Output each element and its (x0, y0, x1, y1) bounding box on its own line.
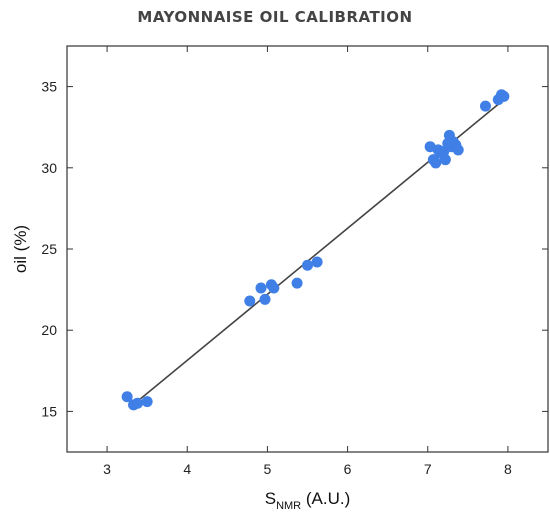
data-point (141, 396, 153, 408)
data-point (452, 144, 464, 156)
data-point (439, 154, 451, 166)
y-tick-label: 15 (41, 403, 57, 419)
data-point (259, 293, 271, 305)
x-tick-label: 6 (344, 461, 352, 477)
axis-ticks (67, 46, 548, 452)
x-tick-label: 4 (183, 461, 191, 477)
data-point (302, 259, 313, 271)
x-axis-label-main: S (265, 489, 276, 508)
tick-labels: 3 4 5 6 7 8 15 20 25 30 35 (41, 79, 512, 477)
data-point (498, 90, 510, 102)
data-points (121, 89, 510, 411)
y-tick-label: 30 (41, 160, 57, 176)
data-point (479, 100, 491, 112)
x-axis-label-subscript: NMR (276, 500, 301, 512)
data-point (291, 277, 303, 289)
data-point (255, 282, 267, 294)
data-point (311, 256, 323, 268)
data-point (268, 282, 280, 294)
x-tick-label: 7 (424, 461, 432, 477)
y-tick-label: 35 (41, 79, 57, 95)
y-tick-label: 20 (41, 322, 57, 338)
data-point (430, 157, 442, 169)
data-point (132, 397, 144, 409)
y-tick-label: 25 (41, 241, 57, 257)
x-tick-label: 8 (504, 461, 512, 477)
chart-title: MAYONNAISE OIL CALIBRATION (137, 8, 413, 26)
x-tick-label: 3 (103, 461, 111, 477)
plot-frame (66, 45, 549, 453)
data-point (121, 391, 133, 403)
data-point (244, 295, 256, 307)
x-tick-label: 5 (264, 461, 272, 477)
y-axis-label: oil (%) (11, 225, 30, 273)
x-axis-label: SNMR (A.U.) (265, 489, 351, 512)
x-axis-label-unit: (A.U.) (301, 489, 350, 508)
